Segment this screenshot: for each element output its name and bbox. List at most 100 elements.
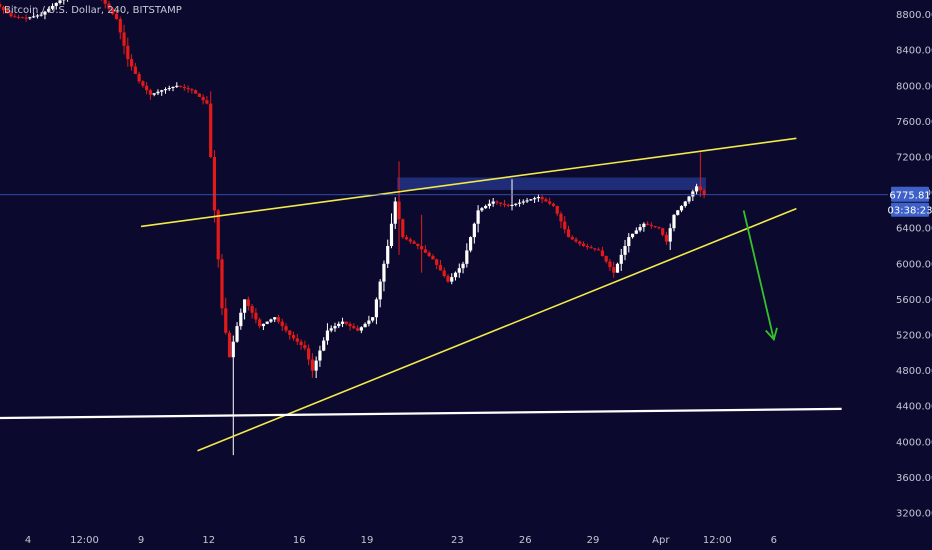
candle-body <box>604 256 608 262</box>
candle-body <box>231 341 235 358</box>
candle-body <box>438 264 443 271</box>
price-tick-label: 6400.00 <box>896 224 932 235</box>
candle-body <box>533 198 537 200</box>
price-tick-label: 8000.00 <box>896 81 932 92</box>
candle-body <box>269 319 273 322</box>
candle-body <box>506 204 510 206</box>
candle-body <box>114 13 119 20</box>
projection-line[interactable] <box>742 210 775 340</box>
candle-body <box>156 91 160 94</box>
candle-body <box>242 299 247 313</box>
candle-body <box>676 210 680 215</box>
candle-body <box>348 323 352 327</box>
candle-body <box>246 299 250 307</box>
price-tick-label: 8400.00 <box>896 46 932 57</box>
candle-body <box>431 256 435 260</box>
candle-body <box>129 59 134 67</box>
candle-body <box>412 241 416 244</box>
candle-body <box>420 246 424 250</box>
candle-body <box>544 199 548 202</box>
candle-body <box>642 223 646 228</box>
candle-body <box>484 205 488 209</box>
price-axis[interactable]: 3200.00 3600.00 4000.00 4400.00 4800.00 5200.… <box>896 10 932 519</box>
candle-body <box>299 341 303 346</box>
upper-channel-line[interactable] <box>140 137 797 228</box>
candle-body <box>276 317 281 322</box>
candle-body <box>329 328 333 331</box>
candle-body <box>20 17 24 19</box>
candle-body <box>0 3 2 8</box>
price-tick-label: 3200.00 <box>896 509 932 520</box>
candle-body <box>340 321 345 324</box>
time-tick-label: 29 <box>587 535 600 546</box>
candle-body <box>694 186 699 192</box>
candle-body <box>450 277 454 282</box>
candle-body <box>182 86 186 89</box>
candle-body <box>574 239 578 242</box>
candle-body <box>661 228 665 235</box>
projection-arrowhead <box>765 327 778 342</box>
candle-body <box>559 213 563 222</box>
candle-body <box>540 197 544 200</box>
candle-body <box>461 263 465 269</box>
candle-body <box>551 203 556 206</box>
time-axis[interactable]: 4 12:00 9 12 16 19 23 26 29 Apr 12:00 6 <box>25 535 777 546</box>
time-tick-label: 12:00 <box>703 535 732 546</box>
candle-body <box>578 241 582 244</box>
candle-body <box>194 90 198 94</box>
candle-body <box>352 326 356 329</box>
lower-channel-line[interactable] <box>197 207 797 452</box>
candle-body <box>435 259 439 265</box>
candle-body <box>107 3 111 9</box>
candle-body <box>163 89 168 91</box>
candle-body <box>137 73 141 82</box>
candle-body <box>190 89 194 91</box>
price-tick-label: 4000.00 <box>896 437 932 448</box>
candle-body <box>529 199 533 201</box>
candle-body <box>499 202 503 204</box>
time-tick-label: 23 <box>451 535 464 546</box>
price-tick-label: 5600.00 <box>896 295 932 306</box>
candle-body <box>322 340 326 351</box>
candle-body <box>510 204 514 206</box>
time-tick-label: Apr <box>652 535 670 546</box>
candle-body <box>280 321 284 327</box>
candle-layer <box>0 0 706 456</box>
candle-body <box>468 237 473 251</box>
candle-body <box>43 11 47 15</box>
candle-body <box>50 5 55 9</box>
candle-body <box>382 263 386 282</box>
candle-body <box>9 13 13 17</box>
candle-body <box>205 100 209 104</box>
candle-body <box>344 321 348 324</box>
candle-body <box>457 268 461 273</box>
candle-body <box>502 203 507 205</box>
candle-body <box>239 312 243 327</box>
candle-body <box>668 228 672 242</box>
countdown-badge-label: 03:38:23 <box>888 205 932 216</box>
candle-body <box>295 338 299 342</box>
candle-body <box>683 201 687 206</box>
annotation-layer[interactable] <box>0 137 842 452</box>
candle-body <box>314 360 318 371</box>
candle-body <box>39 14 43 16</box>
candle-body <box>472 223 476 238</box>
support-line[interactable] <box>0 407 842 420</box>
candle-body <box>216 210 220 260</box>
candle-body <box>227 332 232 358</box>
candle-body <box>491 201 495 204</box>
candle-body <box>487 203 492 206</box>
candle-body <box>446 276 450 282</box>
candle-body <box>495 201 499 203</box>
candle-body <box>427 252 431 257</box>
candle-body <box>47 8 51 12</box>
candle-body <box>615 263 620 273</box>
candle-body <box>630 233 635 238</box>
time-tick-label: 19 <box>361 535 374 546</box>
candle-body <box>691 191 695 197</box>
candle-body <box>649 224 653 226</box>
candle-body <box>664 234 669 242</box>
candle-body <box>284 326 288 331</box>
resistance-zone[interactable] <box>397 177 706 190</box>
